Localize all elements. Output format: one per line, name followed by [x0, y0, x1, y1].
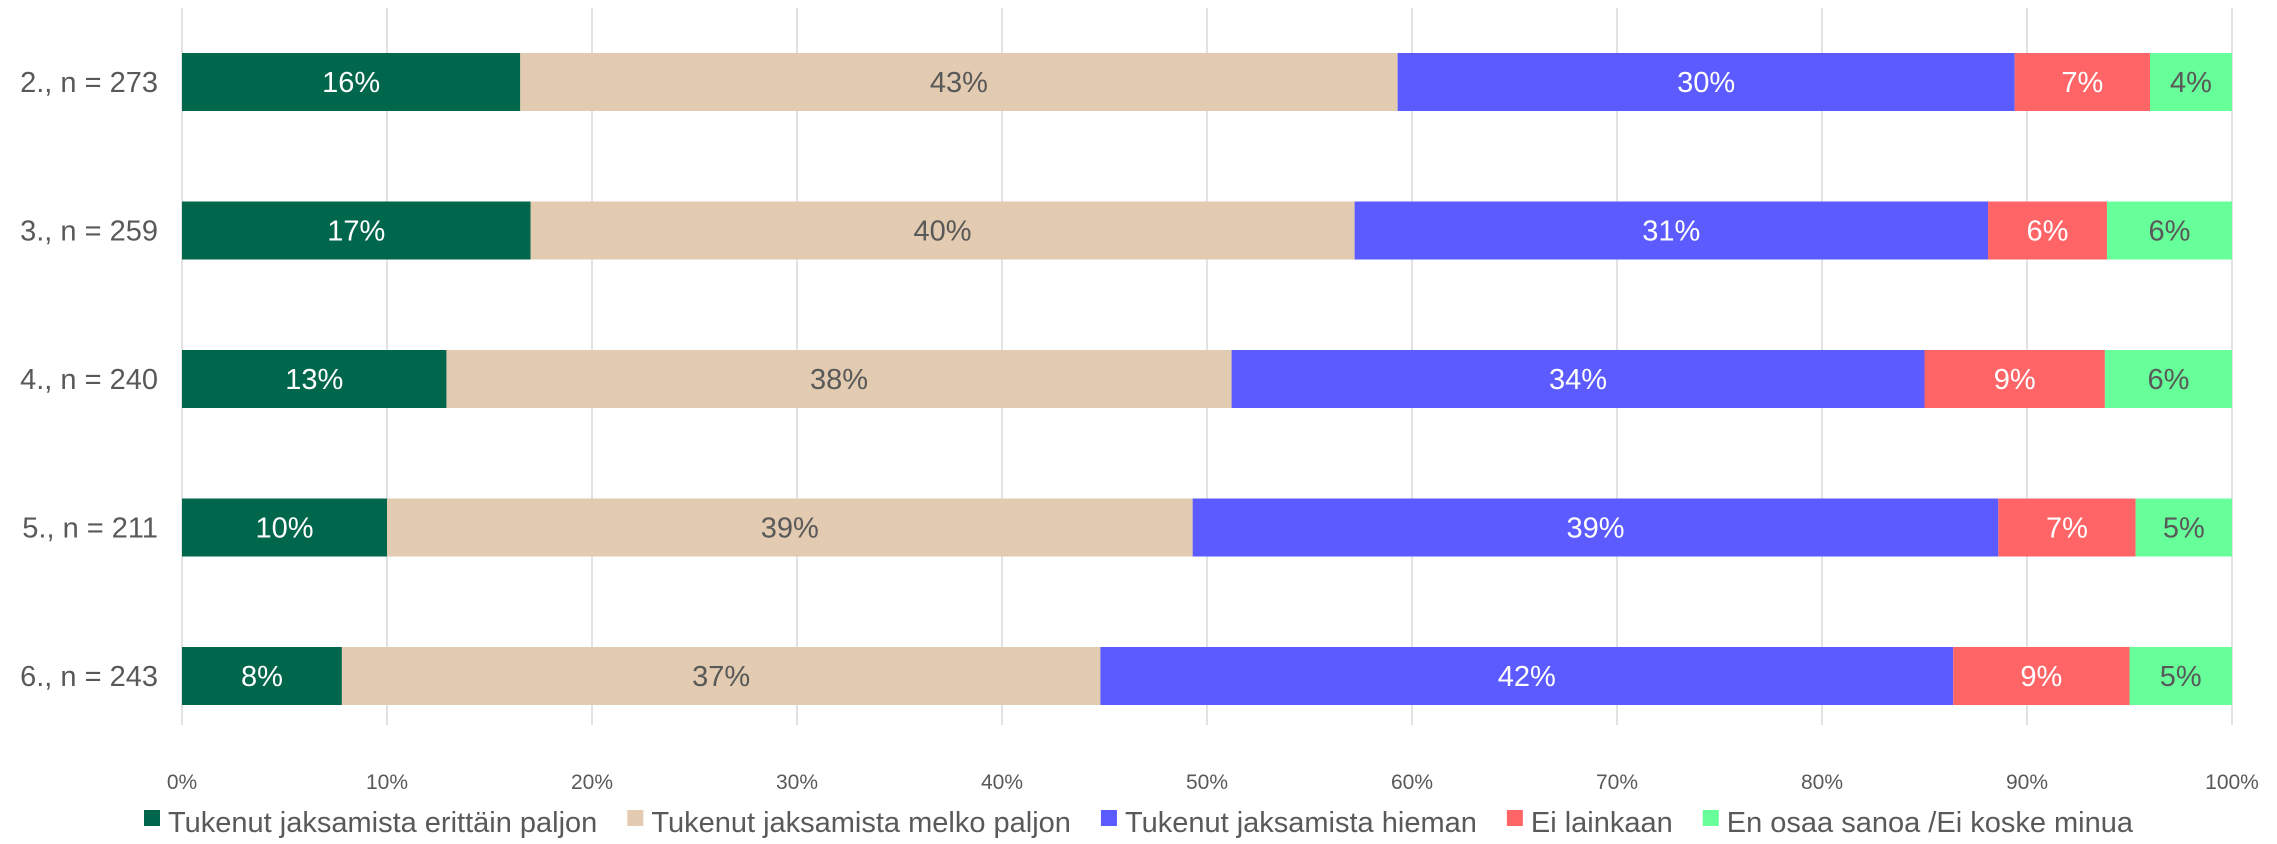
data-label: 4%: [2170, 67, 2212, 99]
x-tick-label: 100%: [2205, 771, 2259, 794]
bar-segment: [1192, 498, 1999, 557]
category-label: 3., n = 259: [20, 216, 158, 248]
legend-swatch: [1506, 810, 1523, 826]
data-label: 13%: [285, 364, 343, 396]
bar-segment: [182, 350, 447, 408]
x-tick-label: 30%: [776, 771, 818, 794]
bar-segment: [1988, 201, 2107, 260]
bar-segment: [182, 498, 387, 557]
bar-segment: [2150, 53, 2232, 111]
x-tick-label: 70%: [1596, 771, 1638, 794]
bar-segment: [182, 53, 521, 111]
x-tick-label: 20%: [571, 771, 613, 794]
x-tick-label: 60%: [1391, 771, 1433, 794]
x-tick-label: 0%: [167, 771, 197, 794]
legend-label: En osaa sanoa /Ei koske minua: [1727, 807, 2134, 839]
category-label: 6., n = 243: [20, 661, 158, 693]
legend-label: Tukenut jaksamista melko paljon: [651, 807, 1071, 839]
x-tick-label: 10%: [366, 771, 408, 794]
data-label: 7%: [2046, 513, 2088, 545]
x-tick-label: 40%: [981, 771, 1023, 794]
legend-item: Tukenut jaksamista melko paljon: [627, 807, 1071, 839]
x-tick-label: 80%: [1801, 771, 1843, 794]
data-label: 17%: [327, 216, 385, 248]
bar-segment: [1953, 647, 2130, 705]
legend-swatch: [1100, 810, 1117, 826]
data-label: 6%: [2149, 216, 2191, 248]
data-label: 31%: [1642, 216, 1700, 248]
bar-segment: [1354, 201, 1989, 260]
bar-segment: [530, 201, 1355, 260]
data-label: 9%: [1994, 364, 2036, 396]
bar-segment: [2014, 53, 2150, 111]
legend-swatch: [1702, 810, 1719, 826]
legend: Tukenut jaksamista erittäin paljon Tukenu…: [144, 807, 2134, 839]
legend-item: Tukenut jaksamista hieman: [1100, 807, 1477, 839]
category-label: 2., n = 273: [20, 67, 158, 99]
data-label: 7%: [2061, 67, 2103, 99]
category-label: 5., n = 211: [22, 513, 158, 545]
data-label: 42%: [1498, 661, 1556, 693]
x-tick-label: 90%: [2006, 771, 2048, 794]
x-tick-label: 50%: [1186, 771, 1228, 794]
bar-segment: [182, 647, 342, 705]
bar-segment: [387, 498, 1193, 557]
data-label: 5%: [2160, 661, 2202, 693]
data-label: 39%: [761, 513, 819, 545]
bar-segment: [2129, 647, 2232, 705]
data-label: 8%: [241, 661, 283, 693]
legend-item: En osaa sanoa /Ei koske minua: [1702, 807, 2134, 839]
data-label: 16%: [322, 67, 380, 99]
bar-segment: [1231, 350, 1925, 408]
legend-label: Tukenut jaksamista hieman: [1125, 807, 1477, 839]
bar-segment: [446, 350, 1232, 408]
data-label: 34%: [1549, 364, 1607, 396]
data-label: 6%: [2147, 364, 2189, 396]
legend-swatch: [144, 810, 160, 826]
category-labels: 2., n = 273 3., n = 259 4., n = 240 5., n =…: [20, 67, 158, 693]
data-label: 5%: [2163, 513, 2205, 545]
data-label: 6%: [2027, 216, 2069, 248]
bar-segment: [520, 53, 1398, 111]
bar-segment: [341, 647, 1101, 705]
x-axis-tick-labels: 0% 10% 20% 30% 40% 50% 60% 70% 80% 90% 100%: [167, 771, 2259, 794]
data-label: 38%: [810, 364, 868, 396]
data-label: 30%: [1677, 67, 1735, 99]
data-label: 10%: [255, 513, 313, 545]
bars: 16% 43% 30% 7% 4% 17% 40% 31% 6% 6% 13% 38% 34% 9% 6% 1…: [182, 53, 2232, 705]
legend-label: Ei lainkaan: [1531, 807, 1673, 839]
bar-segment: [1998, 498, 2136, 557]
bar-segment: [2135, 498, 2232, 557]
legend-item: Ei lainkaan: [1506, 807, 1673, 839]
data-label: 43%: [930, 67, 988, 99]
legend-label: Tukenut jaksamista erittäin paljon: [168, 807, 597, 839]
data-label: 40%: [914, 216, 972, 248]
bar-segment: [1397, 53, 2015, 111]
data-label: 37%: [692, 661, 750, 693]
legend-swatch: [627, 810, 644, 826]
legend-item: Tukenut jaksamista erittäin paljon: [144, 807, 597, 839]
bar-segment: [2104, 350, 2232, 408]
bar-segment: [182, 201, 531, 260]
data-label: 9%: [2020, 661, 2062, 693]
bar-segment: [2106, 201, 2232, 260]
bar-segment: [1100, 647, 1954, 705]
bar-segment: [1924, 350, 2105, 408]
category-label: 4., n = 240: [20, 364, 158, 396]
data-label: 39%: [1566, 513, 1624, 545]
